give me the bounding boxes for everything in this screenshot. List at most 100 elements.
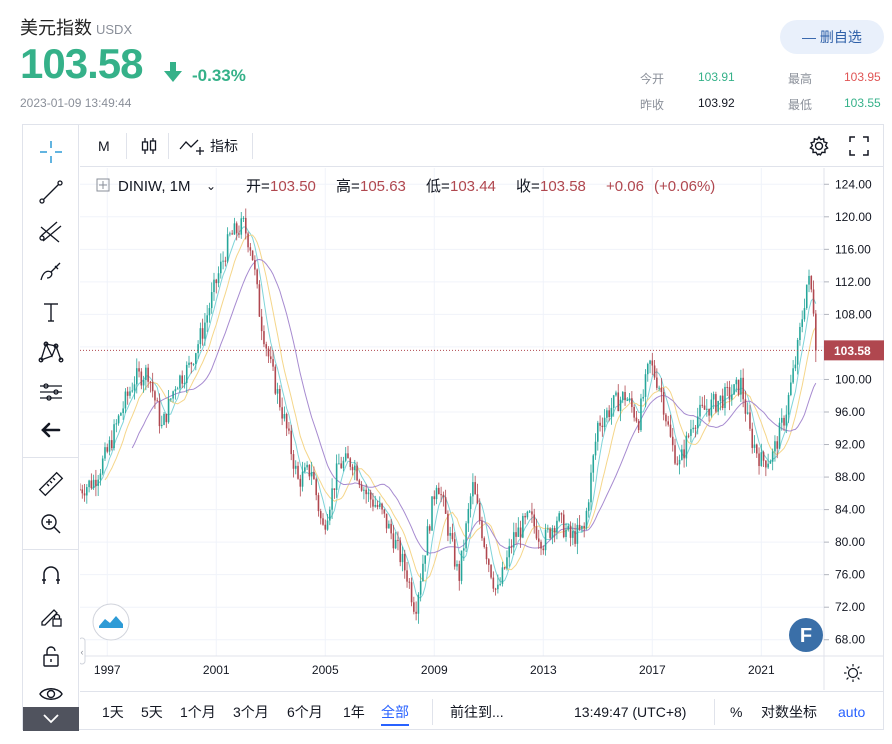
interval-button[interactable]: M [98,125,110,167]
trend-line-tool[interactable] [33,175,69,209]
remove-watchlist-button[interactable]: — 删自选 [780,20,884,54]
candle-body [292,454,295,469]
events-badge-letter: F [800,625,812,647]
candle-body [179,375,181,389]
pitchfork-tool[interactable] [33,215,69,249]
candle-body [617,392,620,412]
candle-body [172,391,174,399]
back-tool[interactable] [33,413,69,447]
lock-drawing-tool[interactable] [33,599,69,633]
log-scale-button[interactable]: 对数坐标 [761,704,817,720]
price-chart[interactable]: 68.00 72.00 76.00 80.00 84.00 88.00 92.00 96.00… [80,168,884,690]
last-price-tag: 103.58 [824,340,884,361]
stat-value: 103.92 [698,96,735,110]
candle-body [474,482,476,495]
chart-type-button[interactable] [138,125,160,167]
text-icon [44,303,58,322]
axis-settings-icon[interactable] [844,664,862,682]
candle-body [288,428,290,431]
candle-body [606,410,608,418]
candle-body [790,382,792,396]
candle-body [476,494,479,503]
events-badge[interactable]: F [789,618,823,652]
pattern-tool[interactable] [33,335,69,369]
candle-body [656,377,658,388]
candle-body [440,494,442,496]
brush-tool[interactable] [33,255,69,289]
range-5d[interactable]: 5天 [141,704,163,720]
candle-body [258,284,261,317]
candle-body [815,313,817,351]
y-tick-label: 92.00 [835,438,865,452]
collapse-toolbar-button[interactable] [23,707,79,731]
candle-body [210,292,213,309]
settings-button[interactable] [808,125,830,167]
range-all[interactable]: 全部 [381,692,409,732]
candle-body [208,308,211,316]
candle-body [769,461,772,464]
zoom-tool[interactable] [33,507,69,541]
candle-body [392,533,395,549]
candle-body [783,417,785,426]
candle-body [699,404,701,417]
unlock-icon [43,646,59,667]
x-tick-label: 2021 [748,663,775,677]
candle-body [724,386,726,409]
magnet-tool[interactable] [33,559,69,593]
candle-body [660,387,663,393]
range-1m[interactable]: 1个月 [180,704,216,720]
timezone-clock[interactable]: 13:49:47 (UTC+8) [574,704,687,720]
scroll-left-handle[interactable]: ‹ [80,637,86,665]
candle-body [92,479,95,489]
measure-ruler-tool[interactable] [33,375,69,409]
auto-scale-button[interactable]: auto [838,704,866,720]
candle-body [662,392,665,415]
candle-body [83,493,86,496]
quote-header: 美元指数 USDX 103.58 -0.33% 2023-01-09 13:49:… [0,0,892,122]
candle-body [367,492,370,495]
candle-body [717,400,719,412]
candles [80,208,817,624]
text-tool[interactable] [33,295,69,329]
indicators-button[interactable]: 指标 [178,125,238,167]
brush-icon [40,262,61,281]
candle-body [108,440,111,452]
range-1y[interactable]: 1年 [343,704,365,720]
candle-body [297,465,299,479]
y-tick-label: 96.00 [835,405,865,419]
fullscreen-button[interactable] [848,125,870,167]
candle-body [224,260,227,262]
range-1d[interactable]: 1天 [102,704,124,720]
logo-badge[interactable] [92,603,130,641]
candle-body [88,480,90,488]
percent-scale-button[interactable]: % [730,704,743,720]
candle-body [726,386,729,388]
y-tick-label: 108.00 [835,307,872,321]
crosshair-tool[interactable] [33,135,69,169]
candle-body [326,520,329,530]
indicators-label: 指标 [210,138,238,154]
candle-body [649,360,651,364]
visibility-tool[interactable] [33,677,69,711]
candle-body [676,463,679,465]
candle-body [170,398,172,400]
range-6m[interactable]: 6个月 [287,704,323,720]
candle-body [690,429,692,436]
candle-body [633,407,635,418]
candle-body [338,463,340,465]
y-tick-label: 120.00 [835,210,872,224]
candle-body [394,539,397,549]
candle-body [551,528,554,538]
ruler-tool[interactable] [33,467,69,501]
indicators-icon [179,139,204,155]
candle-body [351,466,354,471]
goto-date-button[interactable]: 前往到... [450,704,504,720]
candle-body [374,505,377,507]
candle-body [156,400,159,402]
range-3m[interactable]: 3个月 [233,704,269,720]
candle-body [340,463,342,469]
candle-body [254,260,256,270]
lock-tool[interactable] [33,639,69,673]
logo-icon [99,616,123,628]
candle-body [290,430,293,455]
